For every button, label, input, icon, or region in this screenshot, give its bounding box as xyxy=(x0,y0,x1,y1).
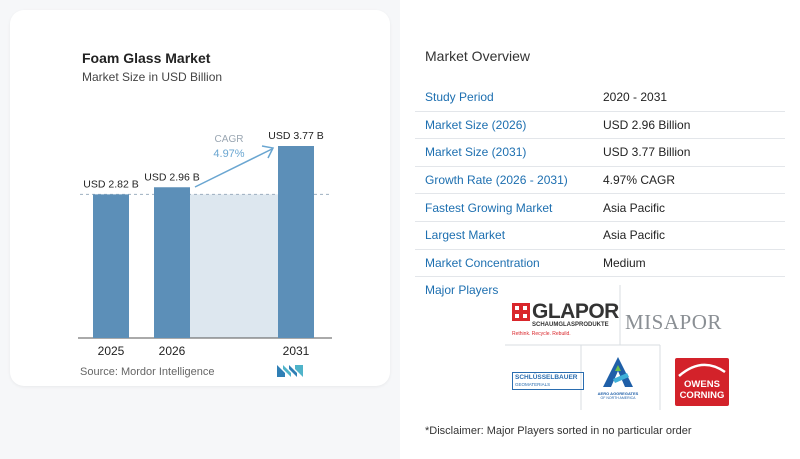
bar-2025 xyxy=(93,194,129,338)
overview-value: Asia Pacific xyxy=(593,221,785,250)
chart-source: Source: Mordor Intelligence xyxy=(80,366,215,378)
players-logo-grid xyxy=(505,285,661,410)
mordor-intelligence-logo xyxy=(277,365,303,377)
glapor-sub: SCHAUMGLASPRODUKTE xyxy=(532,322,609,328)
overview-value: 2020 - 2031 xyxy=(593,84,785,112)
cagr-arrowhead xyxy=(261,145,275,159)
overview-value: USD 2.96 Billion xyxy=(593,111,785,140)
owens-line2: CORNING xyxy=(679,390,725,401)
bar-2031 xyxy=(278,146,314,338)
schluesselbauer-name: SCHLÜSSELBAUER xyxy=(515,374,578,381)
tick-label-2025: 2025 xyxy=(98,344,125,358)
overview-key: Market Concentration xyxy=(415,249,593,278)
aero-name: AERO AGGREGATES xyxy=(597,391,639,396)
schluesselbauer-logo: SCHLÜSSELBAUER GEOMATERIALS xyxy=(512,372,584,390)
overview-row: Market Size (2026) USD 2.96 Billion xyxy=(415,111,785,140)
overview-table: Study Period 2020 - 2031 Market Size (202… xyxy=(415,84,785,278)
players-disclaimer: *Disclaimer: Major Players sorted in no … xyxy=(425,425,692,437)
glapor-mark-icon xyxy=(512,303,530,321)
aero-sub: OF NORTH AMERICA xyxy=(600,396,636,400)
glapor-name: GLAPOR xyxy=(532,300,619,323)
cagr-label: CAGR xyxy=(215,134,244,145)
data-label-2025: USD 2.82 B xyxy=(83,178,138,190)
overview-value: 4.97% CAGR xyxy=(593,166,785,195)
misapor-logo: MISAPOR xyxy=(625,310,722,334)
aero-mark-icon xyxy=(603,357,633,387)
chart-subtitle: Market Size in USD Billion xyxy=(82,70,223,84)
overview-value: Asia Pacific xyxy=(593,193,785,222)
tick-label-2031: 2031 xyxy=(283,344,310,358)
overview-row: Fastest Growing Market Asia Pacific xyxy=(415,193,785,222)
tick-label-2026: 2026 xyxy=(159,344,186,358)
overview-key: Study Period xyxy=(415,84,593,112)
overview-row: Largest Market Asia Pacific xyxy=(415,221,785,250)
overview-key: Market Size (2031) xyxy=(415,138,593,167)
overview-row: Market Size (2031) USD 3.77 Billion xyxy=(415,138,785,167)
overview-row: Market Concentration Medium xyxy=(415,249,785,278)
projection-shade xyxy=(190,194,278,338)
data-label-2026: USD 2.96 B xyxy=(144,171,199,183)
cagr-value: 4.97% xyxy=(213,148,244,160)
overview-key: Growth Rate (2026 - 2031) xyxy=(415,166,593,195)
overview-row: Growth Rate (2026 - 2031) 4.97% CAGR xyxy=(415,166,785,195)
glapor-tagline: Rethink. Recycle. Rebuild. xyxy=(512,331,571,337)
overview-title: Market Overview xyxy=(425,48,531,64)
overview-value: Medium xyxy=(593,249,785,278)
owens-corning-swoosh-icon xyxy=(678,363,726,377)
data-label-2031: USD 3.77 B xyxy=(268,130,323,142)
overview-key: Largest Market xyxy=(415,221,593,250)
chart-title: Foam Glass Market xyxy=(82,50,211,66)
owens-line1: OWENS xyxy=(684,379,720,390)
overview-key: Fastest Growing Market xyxy=(415,193,593,222)
owens-corning-logo: OWENS CORNING xyxy=(675,358,729,406)
overview-value: USD 3.77 Billion xyxy=(593,138,785,167)
bar-2026 xyxy=(154,187,190,338)
schluesselbauer-sub: GEOMATERIALS xyxy=(515,382,551,387)
market-size-chart: USD 2.82 B 2025 USD 2.96 B 2026 USD 3.77 B 20… xyxy=(78,130,332,358)
cagr-arrow xyxy=(194,148,273,188)
glapor-logo: GLAPOR SCHAUMGLASPRODUKTE Rethink. Recyc… xyxy=(512,300,622,342)
overview-row: Study Period 2020 - 2031 xyxy=(415,84,785,112)
overview-key: Market Size (2026) xyxy=(415,111,593,140)
aero-aggregates-logo: AERO AGGREGATES OF NORTH AMERICA xyxy=(593,355,643,407)
major-players-title: Major Players xyxy=(425,283,499,297)
